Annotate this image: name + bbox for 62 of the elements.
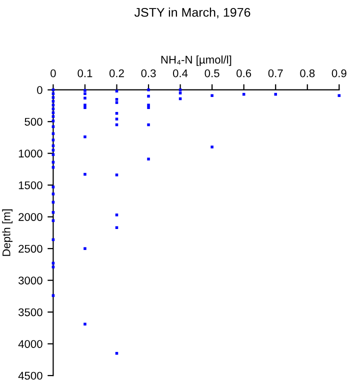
- point: [84, 89, 86, 92]
- x-tick-label: 0.1: [78, 69, 92, 78]
- point: [84, 172, 86, 176]
- point: [115, 98, 118, 101]
- point: [115, 118, 118, 120]
- point: [274, 92, 277, 96]
- point: [147, 104, 150, 106]
- y-tick-label: 1000: [18, 150, 42, 158]
- point: [52, 153, 55, 156]
- y-tick-label: 3500: [18, 308, 42, 316]
- y-tick-label: 2000: [18, 213, 42, 221]
- y-tick-label: 4000: [18, 340, 42, 348]
- point: [338, 94, 341, 97]
- point: [84, 247, 86, 250]
- point: [52, 108, 55, 110]
- point: [52, 104, 55, 106]
- x-tick-label: 0: [50, 69, 56, 78]
- point: [147, 106, 150, 110]
- y-tick-label: 1500: [18, 181, 42, 190]
- y-tick-label: 3000: [18, 276, 42, 284]
- y-tick-label: 2500: [18, 244, 42, 253]
- point: [115, 174, 118, 176]
- point: [115, 226, 118, 230]
- point: [84, 92, 86, 96]
- x-tick-label: 0.3: [141, 69, 156, 78]
- point: [52, 96, 55, 99]
- point: [178, 92, 182, 94]
- point: [84, 104, 86, 106]
- point: [52, 186, 55, 188]
- y-tick-label: 4500: [18, 372, 42, 380]
- x-tick-label: 0.6: [236, 69, 252, 78]
- point: [52, 266, 55, 268]
- point: [115, 90, 118, 93]
- y-axis-title: Depth [m]: [2, 209, 13, 256]
- point: [147, 88, 150, 92]
- point: [84, 322, 86, 326]
- point: [84, 96, 86, 100]
- x-tick-label: 0.9: [332, 69, 346, 78]
- x-tick-label: 0.2: [109, 69, 124, 78]
- y-tick-label: 500: [24, 118, 42, 126]
- point: [147, 123, 150, 126]
- point: [147, 94, 150, 98]
- x-tick-label: 0.8: [300, 69, 315, 78]
- x-axis-title: NH₄-N [µmol/l]: [161, 55, 232, 66]
- point: [147, 158, 150, 160]
- point: [52, 138, 55, 142]
- point: [115, 214, 118, 216]
- chart-title: JSTY in March, 1976: [134, 8, 250, 18]
- point: [52, 115, 55, 118]
- x-tick-label: 0.7: [268, 69, 283, 78]
- point: [115, 101, 118, 104]
- x-tick-label: 0.5: [204, 69, 220, 78]
- point: [52, 211, 55, 214]
- point: [84, 106, 86, 110]
- point: [52, 192, 55, 196]
- point: [52, 294, 55, 297]
- point: [210, 146, 214, 148]
- point: [52, 120, 55, 122]
- x-tick-label: 0.4: [173, 69, 188, 78]
- y-tick-label: 0: [37, 86, 42, 94]
- point: [210, 94, 214, 97]
- point: [84, 135, 86, 138]
